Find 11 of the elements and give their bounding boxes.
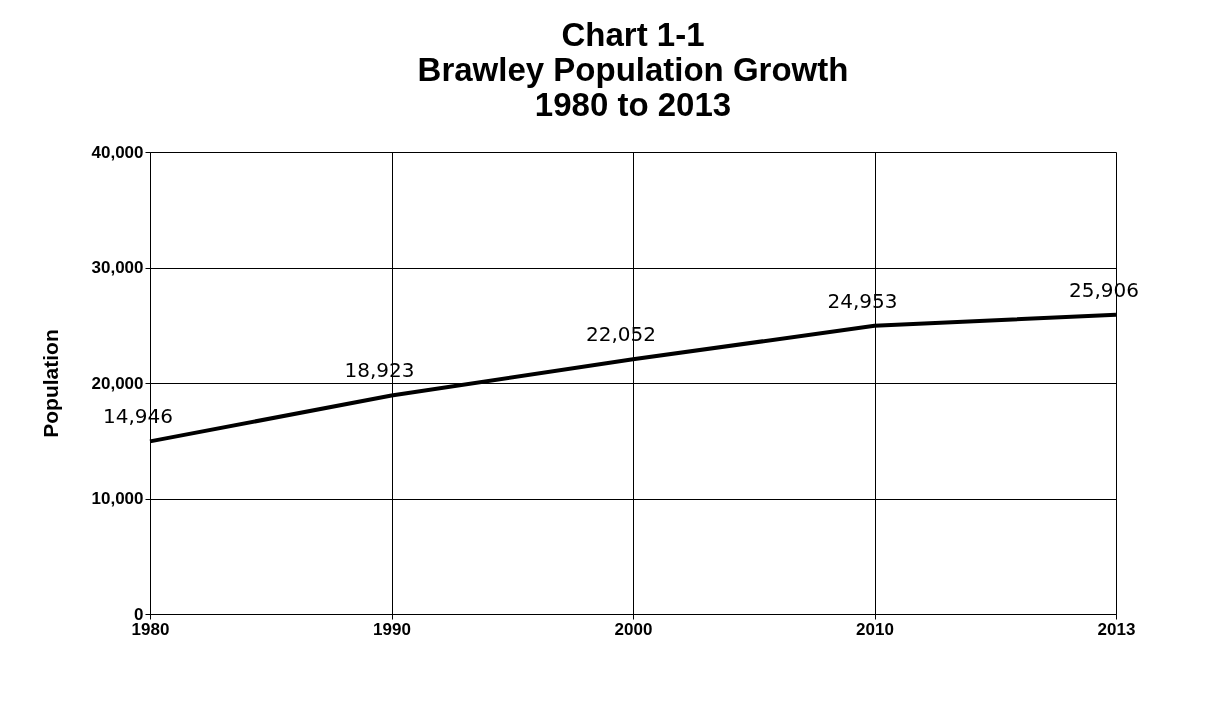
x-tick-label: 1990	[373, 619, 411, 639]
y-tick-label: 40,000	[91, 142, 144, 162]
x-tick-label: 2013	[1097, 619, 1136, 639]
y-tick-label: 10,000	[91, 489, 144, 508]
x-tick-label: 2010	[856, 619, 894, 639]
text: Brawley Population Growth	[417, 51, 849, 88]
y-axis-title: Population	[38, 329, 62, 438]
x-tick-label: 2000	[614, 619, 653, 639]
y-tick-label: 20,000	[91, 373, 144, 393]
text: Chart 1-1	[561, 16, 705, 53]
y-tick-label: 30,000	[91, 258, 144, 277]
